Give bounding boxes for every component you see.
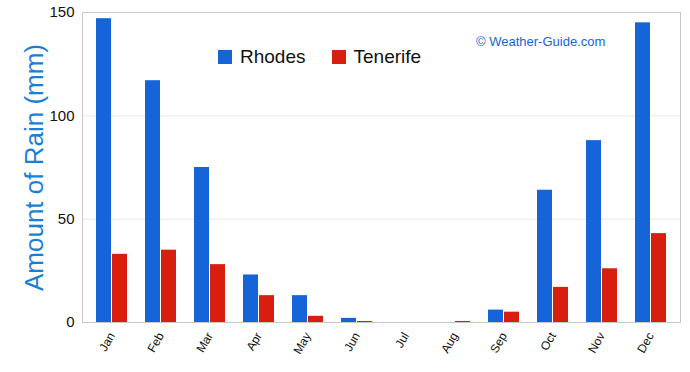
svg-text:100: 100 bbox=[49, 107, 74, 124]
svg-text:Feb: Feb bbox=[144, 330, 167, 355]
svg-text:Mar: Mar bbox=[193, 330, 215, 355]
svg-text:Jul: Jul bbox=[392, 330, 412, 350]
svg-text:Aug: Aug bbox=[438, 330, 461, 355]
svg-text:Jun: Jun bbox=[341, 330, 363, 354]
svg-text:Dec: Dec bbox=[634, 330, 657, 355]
svg-text:50: 50 bbox=[58, 210, 75, 227]
svg-text:Jan: Jan bbox=[96, 330, 118, 354]
html-text:© Weather-Guide.com: © Weather-Guide.com bbox=[476, 34, 606, 49]
svg-text:Oct: Oct bbox=[537, 329, 559, 353]
svg-text:150: 150 bbox=[49, 3, 74, 20]
svg-text:Amount of Rain (mm): Amount of Rain (mm) bbox=[19, 44, 49, 291]
svg-text:Apr: Apr bbox=[243, 330, 264, 353]
svg-text:Sep: Sep bbox=[487, 330, 510, 356]
svg-text:May: May bbox=[290, 330, 313, 357]
html-text:Tenerife: Tenerife bbox=[353, 46, 422, 67]
html-text:Rhodes: Rhodes bbox=[240, 46, 306, 67]
svg-text:0: 0 bbox=[66, 313, 74, 330]
svg-text:Nov: Nov bbox=[585, 330, 608, 355]
